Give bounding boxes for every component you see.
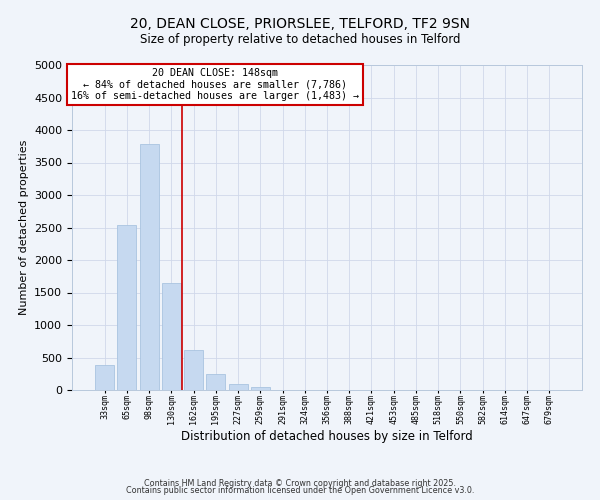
Text: 20, DEAN CLOSE, PRIORSLEE, TELFORD, TF2 9SN: 20, DEAN CLOSE, PRIORSLEE, TELFORD, TF2 … — [130, 18, 470, 32]
Text: Size of property relative to detached houses in Telford: Size of property relative to detached ho… — [140, 32, 460, 46]
Bar — [229, 384, 248, 390]
Bar — [184, 350, 203, 390]
Text: Contains public sector information licensed under the Open Government Licence v3: Contains public sector information licen… — [126, 486, 474, 495]
Bar — [118, 225, 136, 390]
Y-axis label: Number of detached properties: Number of detached properties — [19, 140, 29, 315]
Bar — [251, 387, 270, 390]
X-axis label: Distribution of detached houses by size in Telford: Distribution of detached houses by size … — [181, 430, 473, 442]
Bar — [95, 364, 114, 390]
Bar — [140, 144, 158, 390]
Text: Contains HM Land Registry data © Crown copyright and database right 2025.: Contains HM Land Registry data © Crown c… — [144, 478, 456, 488]
Bar — [206, 374, 225, 390]
Bar — [162, 283, 181, 390]
Text: 20 DEAN CLOSE: 148sqm
← 84% of detached houses are smaller (7,786)
16% of semi-d: 20 DEAN CLOSE: 148sqm ← 84% of detached … — [71, 68, 359, 102]
